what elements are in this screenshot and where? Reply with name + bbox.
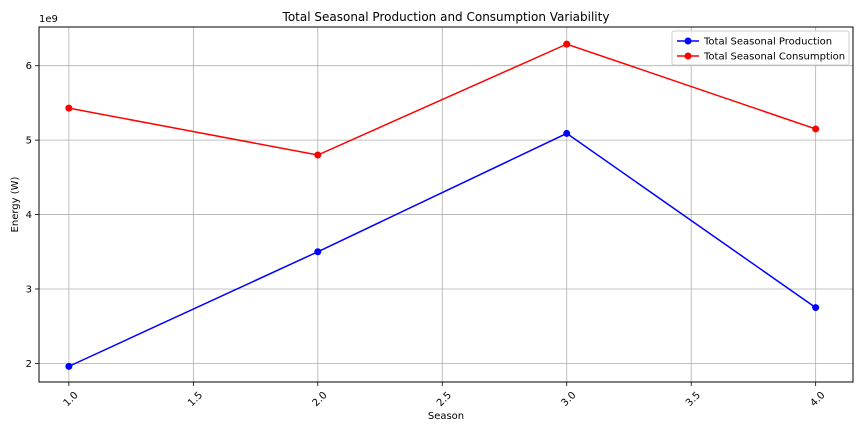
legend-entry: Total Seasonal Production: [703, 37, 832, 48]
x-axis: 1.0 1.5 2.0 2.5 3.0 3.5 4.0: [62, 382, 827, 409]
x-tick-label: 2.0: [311, 390, 330, 409]
x-tick-label: 1.5: [186, 390, 205, 409]
x-tick-label: 3.0: [559, 390, 578, 409]
x-axis-label: Season: [428, 411, 464, 422]
x-tick-label: 3.5: [684, 390, 703, 409]
data-point: [812, 125, 820, 133]
data-point: [314, 151, 322, 159]
legend-box: [671, 30, 850, 66]
data-point: [314, 248, 322, 256]
grid: [39, 27, 853, 382]
y-axis-offset-label: 1e9: [39, 14, 58, 25]
legend-entry: Total Seasonal Consumption: [703, 52, 845, 63]
series-line-1: [68, 43, 816, 156]
data-point: [65, 104, 73, 112]
y-tick-label: 4: [26, 210, 32, 221]
x-tick-label: 4.0: [808, 390, 827, 409]
series-line-0: [68, 132, 817, 368]
legend-marker: [684, 52, 692, 60]
y-tick-label: 3: [26, 284, 32, 295]
data-point: [65, 362, 73, 370]
data-point: [563, 129, 571, 137]
legend-marker: [684, 37, 692, 45]
y-axis: 2 3 4 5 6: [26, 61, 39, 370]
y-tick-label: 2: [26, 359, 32, 370]
data-point: [812, 304, 820, 312]
plot-frame: [38, 26, 854, 383]
chart-title: Total Seasonal Production and Consumptio…: [282, 10, 610, 24]
x-tick-label: 1.0: [62, 390, 81, 409]
series-layer: [65, 40, 820, 370]
y-tick-label: 5: [26, 136, 32, 147]
y-axis-label: Energy (W): [10, 176, 21, 232]
x-tick-label: 2.5: [435, 390, 454, 409]
data-point: [563, 40, 571, 48]
y-tick-label: 6: [26, 61, 32, 72]
legend: Total Seasonal Production Total Seasonal …: [671, 30, 850, 66]
